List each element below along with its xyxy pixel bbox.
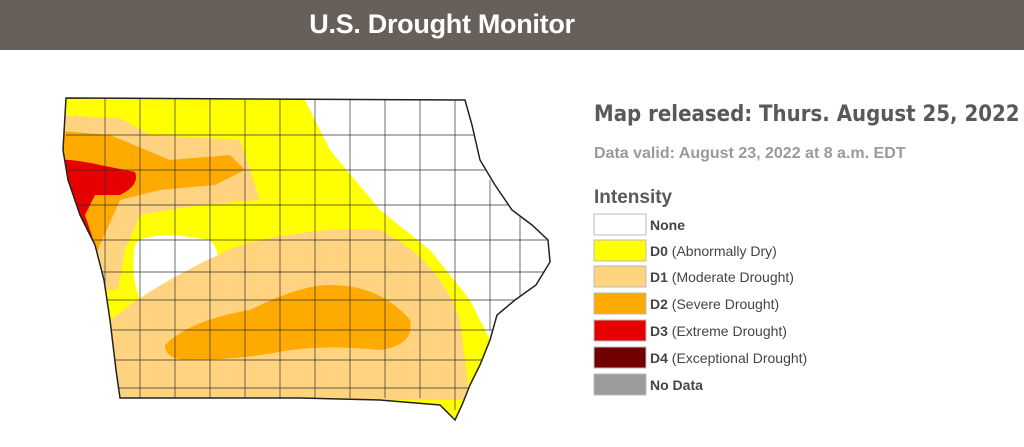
legend-swatch (593, 319, 647, 342)
legend-code: D3 (650, 323, 668, 339)
legend-code: No Data (650, 377, 703, 393)
legend-swatch (593, 292, 647, 315)
data-valid: Data valid: August 23, 2022 at 8 a.m. ED… (594, 145, 906, 162)
legend-swatch (593, 239, 647, 262)
legend-code: D1 (650, 269, 668, 285)
legend-code: D4 (650, 350, 668, 366)
legend-label: D2 (Severe Drought) (650, 296, 779, 312)
legend-label: D4 (Exceptional Drought) (650, 350, 807, 366)
header-title: U.S. Drought Monitor (309, 9, 575, 39)
legend-swatch (593, 265, 647, 288)
legend-description: (Abnormally Dry) (672, 243, 777, 259)
legend-description: (Exceptional Drought) (672, 350, 807, 366)
legend-title: Intensity (594, 187, 673, 208)
legend-description: (Moderate Drought) (672, 269, 794, 285)
legend-label: None (650, 217, 685, 233)
state-outline (62, 97, 551, 422)
legend-code: D2 (650, 296, 668, 312)
map-released: Map released: Thurs. August 25, 2022 (594, 102, 1020, 127)
legend-code: D0 (650, 243, 668, 259)
legend-code: None (650, 217, 685, 233)
header-bar: U.S. Drought Monitor (0, 0, 1024, 50)
legend-label: D3 (Extreme Drought) (650, 323, 787, 339)
legend-swatch (593, 373, 647, 396)
legend-description: (Extreme Drought) (672, 323, 787, 339)
iowa-map (63, 98, 550, 420)
legend-swatch (593, 213, 647, 236)
legend-description: (Severe Drought) (672, 296, 779, 312)
legend-label: D0 (Abnormally Dry) (650, 243, 777, 259)
legend-label: D1 (Moderate Drought) (650, 269, 794, 285)
legend-swatch (593, 346, 647, 369)
county-lines (66, 98, 548, 410)
legend-label: No Data (650, 377, 703, 393)
legend: None D0 (Abnormally Dry) D1 (Moderate Dr… (593, 213, 807, 396)
